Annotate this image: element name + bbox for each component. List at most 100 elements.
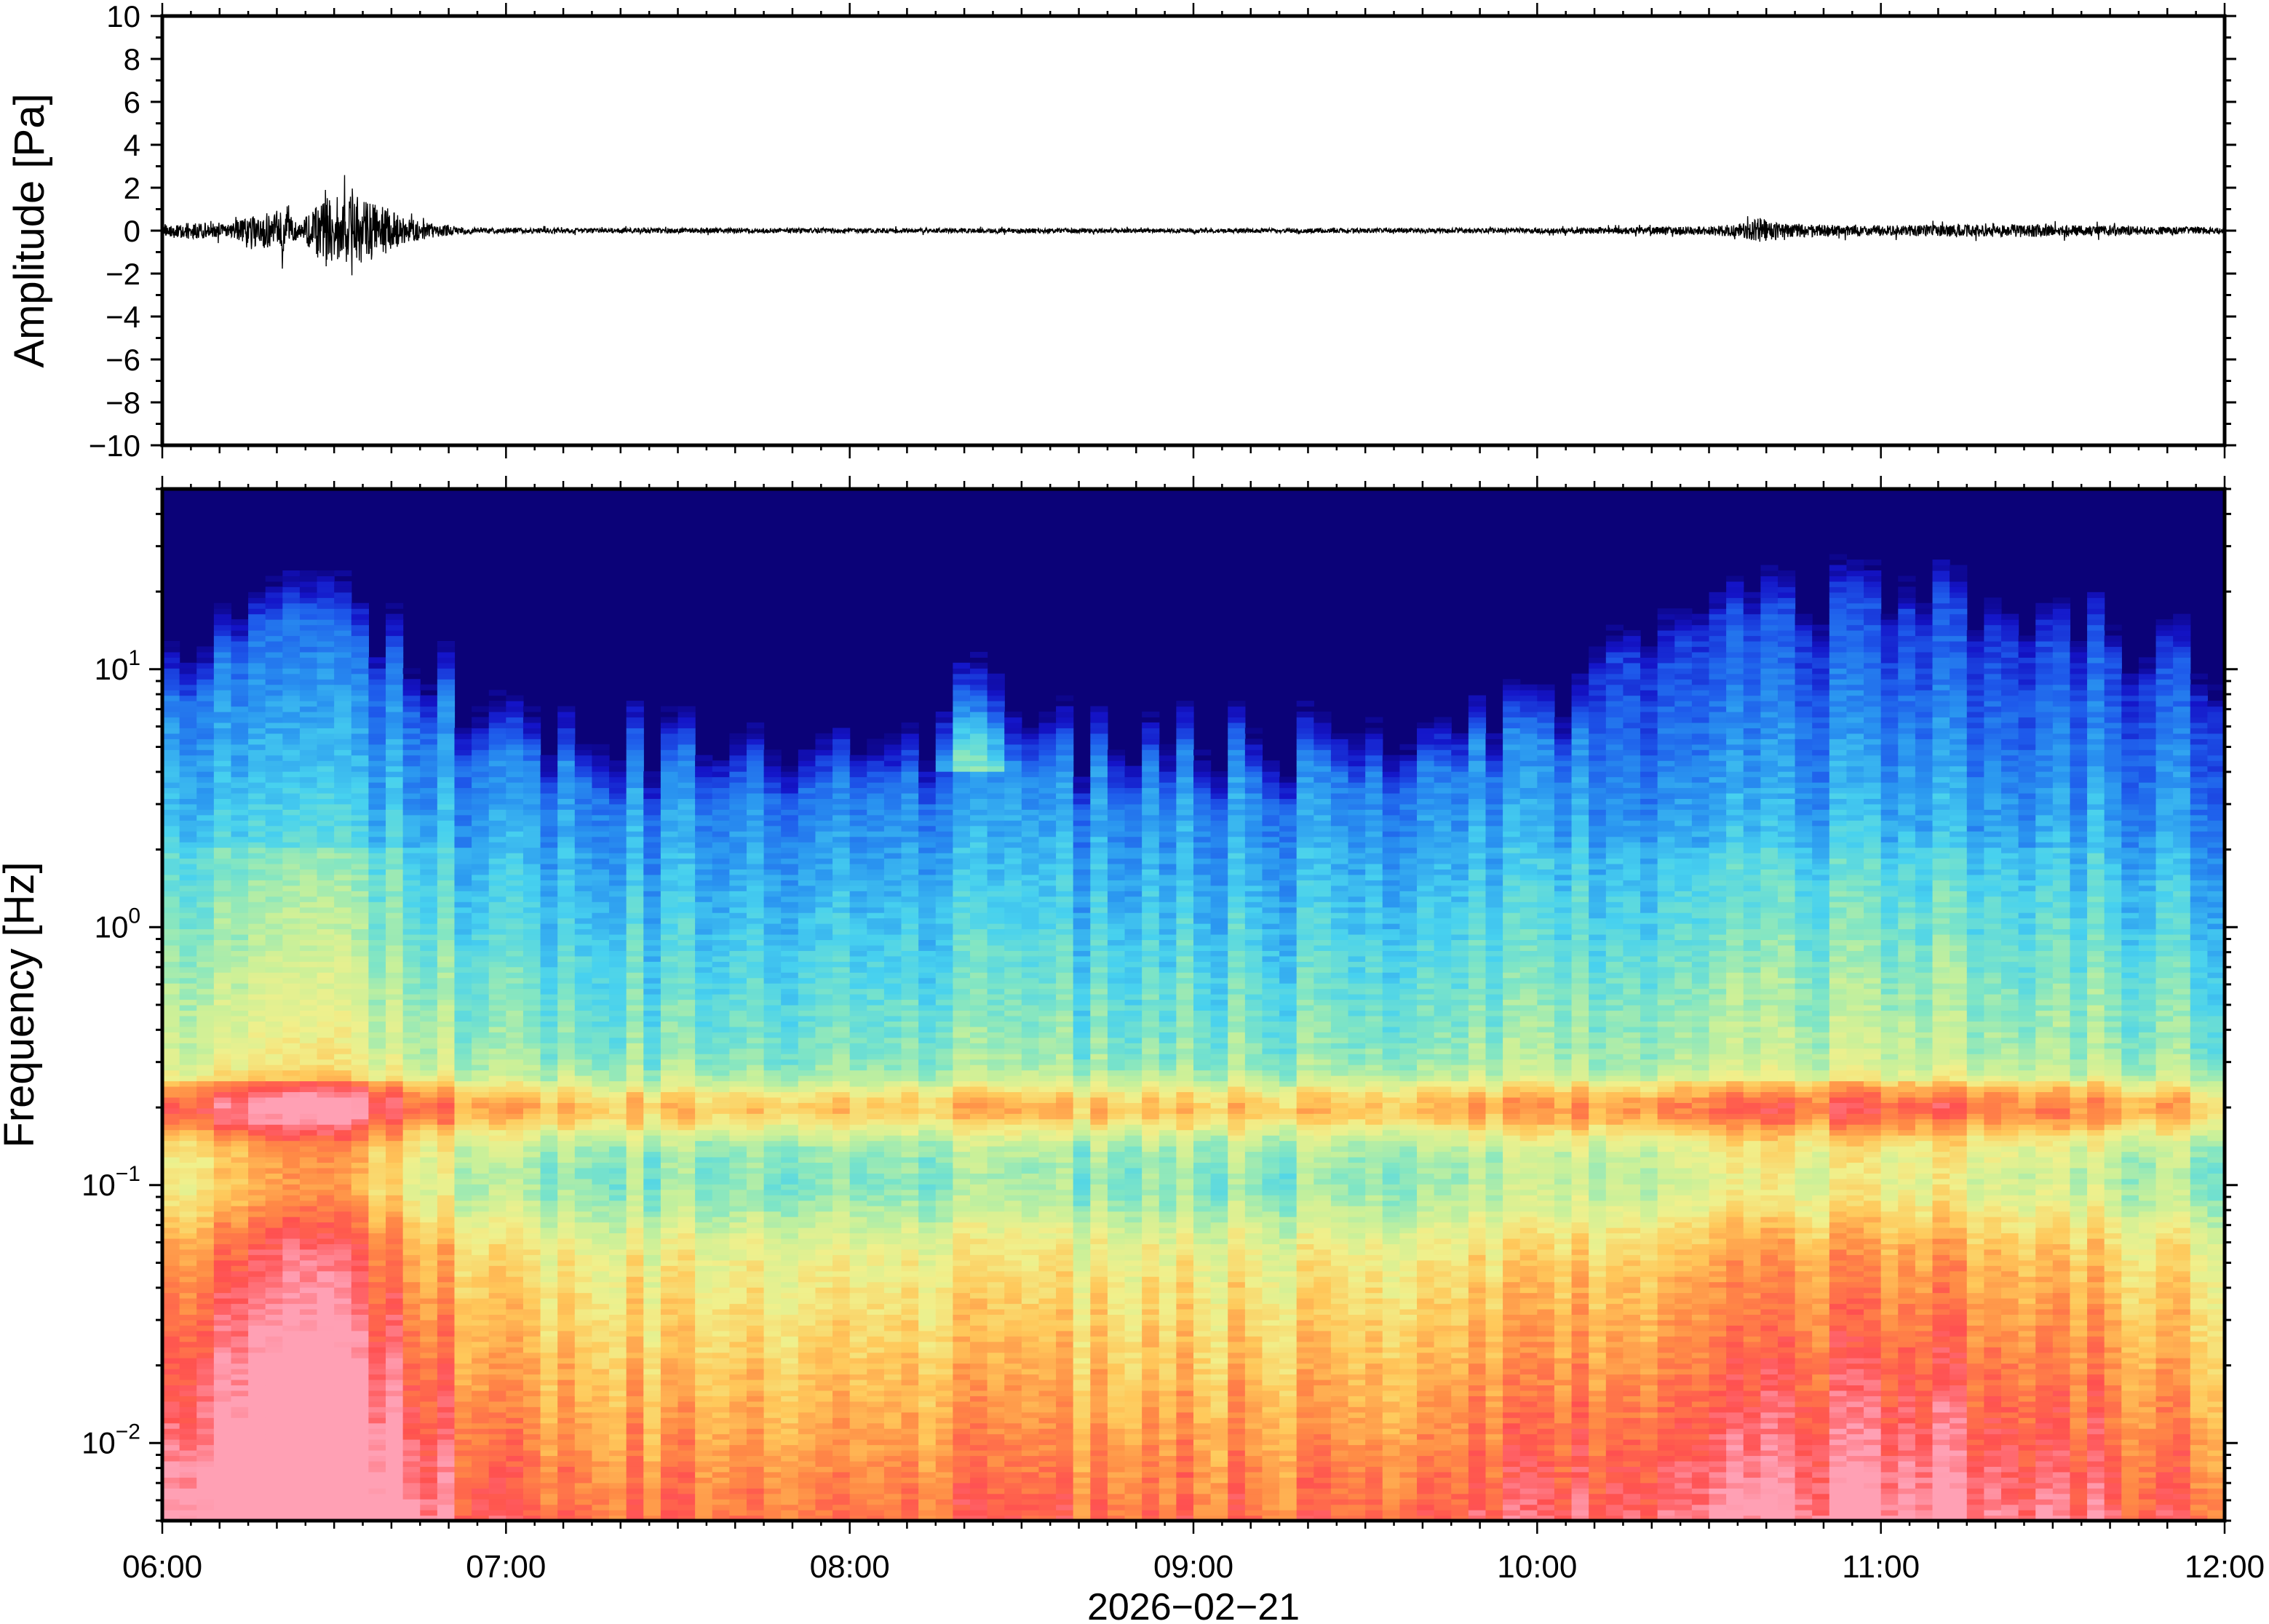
spectrogram-cell: [334, 939, 352, 946]
spectrogram-cell: [368, 1200, 386, 1206]
spectrogram-cell: [402, 1308, 421, 1315]
spectrogram-cell: [522, 798, 541, 805]
spectrogram-cell: [368, 809, 386, 816]
spectrogram-cell: [454, 1259, 472, 1266]
spectrogram-cell: [299, 1347, 318, 1353]
spectrogram-cell: [472, 1515, 490, 1521]
spectrogram-cell: [213, 1358, 232, 1364]
spectrogram-cell: [386, 1504, 404, 1510]
spectrogram-cell: [196, 891, 215, 897]
spectrogram-cell: [420, 1439, 438, 1446]
spectrogram-cell: [317, 1064, 335, 1071]
spectrogram-cell: [557, 1374, 576, 1380]
spectrogram-cell: [660, 1189, 679, 1195]
spectrogram-cell: [506, 831, 524, 837]
spectrogram-cell: [248, 1102, 266, 1109]
spectrogram-cell: [402, 1211, 421, 1217]
spectrogram-cell: [299, 1276, 318, 1283]
spectrogram-cell: [540, 1064, 558, 1071]
spectrogram-cell: [626, 1021, 644, 1027]
spectrogram-cell: [420, 1292, 438, 1299]
spectrogram-cell: [592, 994, 610, 1000]
spectrogram-cell: [437, 1249, 456, 1255]
spectrogram-cell: [282, 1319, 301, 1326]
spectrogram-cell: [592, 1265, 610, 1272]
spectrogram-cell: [472, 744, 490, 750]
spectrogram-cell: [626, 760, 644, 767]
spectrogram-cell: [677, 1222, 696, 1228]
spectrogram-cell: [609, 880, 627, 886]
spectrogram-cell: [488, 891, 506, 897]
spectrogram-cell: [196, 1026, 215, 1032]
spectrogram-cell: [351, 853, 369, 859]
spectrogram-cell: [179, 1243, 197, 1250]
spectrogram-cell: [643, 934, 661, 941]
spectrogram-cell: [196, 918, 215, 924]
spectrogram-cell: [351, 912, 369, 919]
spectrogram-cell: [386, 955, 404, 962]
spectrogram-cell: [351, 787, 369, 794]
spectrogram-cell: [660, 1206, 679, 1212]
spectrogram-cell: [231, 1455, 249, 1462]
spectrogram-cell: [162, 1129, 180, 1136]
spectrogram-cell: [231, 1379, 249, 1386]
spectrogram-cell: [265, 619, 283, 626]
spectrogram-cell: [386, 869, 404, 875]
spectrogram-cell: [472, 966, 490, 973]
spectrogram-cell: [231, 798, 249, 805]
spectrogram-cell: [626, 1173, 644, 1179]
spectrogram-cell: [592, 918, 610, 924]
spectrogram-cell: [609, 1287, 627, 1294]
spectrogram-cell: [454, 1080, 472, 1087]
spectrogram-cell: [162, 739, 180, 745]
spectrogram-cell: [488, 1140, 506, 1147]
spectrogram-cell: [299, 1259, 318, 1266]
spectrogram-cell: [282, 1499, 301, 1505]
spectrogram-cell: [609, 842, 627, 848]
spectrogram-cell: [386, 1482, 404, 1489]
spectrogram-cell: [351, 1303, 369, 1310]
spectrogram-cell: [282, 1227, 301, 1234]
spectrogram-cell: [196, 706, 215, 712]
spectrogram-cell: [334, 999, 352, 1006]
spectrogram-cell: [643, 1287, 661, 1294]
spectrogram-cell: [660, 1477, 679, 1484]
spectrogram-cell: [506, 1493, 524, 1500]
spectrogram-cell: [351, 711, 369, 718]
spectrogram-cell: [454, 1043, 472, 1049]
spectrogram-cell: [506, 1075, 524, 1082]
spectrogram-cell: [592, 1151, 610, 1158]
spectrogram-cell: [557, 1471, 576, 1478]
spectrogram-cell: [574, 874, 593, 880]
spectrogram-cell: [368, 1303, 386, 1310]
spectrogram-cell: [437, 1358, 456, 1364]
spectrogram-cell: [213, 825, 232, 832]
spectrogram-cell: [437, 977, 456, 984]
spectrogram-cell: [677, 1347, 696, 1353]
spectrogram-cell: [351, 1460, 369, 1467]
spectrogram-cell: [368, 1118, 386, 1125]
spectrogram-cell: [437, 1292, 456, 1299]
spectrogram-cell: [472, 880, 490, 886]
spectrogram-cell: [334, 809, 352, 816]
spectrogram-cell: [488, 1162, 506, 1169]
spectrogram-cell: [506, 1515, 524, 1521]
spectrogram-cell: [213, 1504, 232, 1510]
spectrogram-cell: [643, 1233, 661, 1239]
spectrogram-cell: [282, 972, 301, 979]
spectrogram-cell: [609, 1238, 627, 1244]
spectrogram-cell: [454, 782, 472, 789]
spectrogram-cell: [626, 1504, 644, 1510]
spectrogram-cell: [677, 1352, 696, 1358]
spectrogram-cell: [213, 831, 232, 837]
spectrogram-cell: [248, 891, 266, 897]
spectrogram-cell: [660, 1515, 679, 1521]
spectrogram-cell: [609, 1026, 627, 1032]
spectrogram-cell: [420, 1129, 438, 1136]
spectrogram-cell: [574, 1308, 593, 1315]
spectrogram-cell: [334, 1504, 352, 1510]
spectrogram-cell: [386, 662, 404, 669]
spectrogram-cell: [231, 1249, 249, 1255]
spectrogram-cell: [282, 668, 301, 674]
spectrogram-cell: [299, 668, 318, 674]
